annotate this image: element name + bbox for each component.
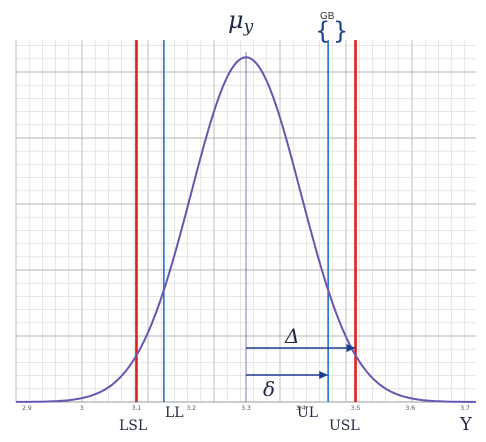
mean-label: μy <box>228 6 254 37</box>
x-tick-label: 3.4 <box>296 405 306 412</box>
ll-label: LL <box>165 405 184 421</box>
x-tick-label: 3.7 <box>460 405 470 412</box>
delta-small-label: δ <box>263 377 275 401</box>
normal-distribution-curve <box>16 56 476 403</box>
lsl-label: LSL <box>119 418 147 434</box>
ul-label: UL <box>297 405 318 421</box>
guard-band-brace: { <box>315 17 330 45</box>
small-delta-arrow-head <box>319 371 329 379</box>
x-tick-label: 2.9 <box>22 405 32 412</box>
limit-lines <box>135 40 357 402</box>
x-tick-label: 3.1 <box>132 405 142 412</box>
delta-arrow-head <box>346 344 356 352</box>
x-tick-label: 3.3 <box>241 405 251 412</box>
interval-arrows <box>246 344 356 379</box>
guard-band-brace-close: } <box>333 17 348 45</box>
x-tick-label: 3.6 <box>406 405 416 412</box>
guard-band-label: GB <box>320 11 335 22</box>
x-tick-label: 3.2 <box>186 405 196 412</box>
x-axis-label: Y <box>459 414 473 435</box>
usl-label: USL <box>329 418 360 434</box>
x-tick-labels: 2.9 3 3.1 3.2 3.3 3.4 3.5 3.6 3.7 <box>22 405 470 412</box>
x-tick-label: 3.5 <box>351 405 361 412</box>
x-tick-label: 3 <box>80 405 84 412</box>
delta-big-label: Δ <box>284 324 299 348</box>
